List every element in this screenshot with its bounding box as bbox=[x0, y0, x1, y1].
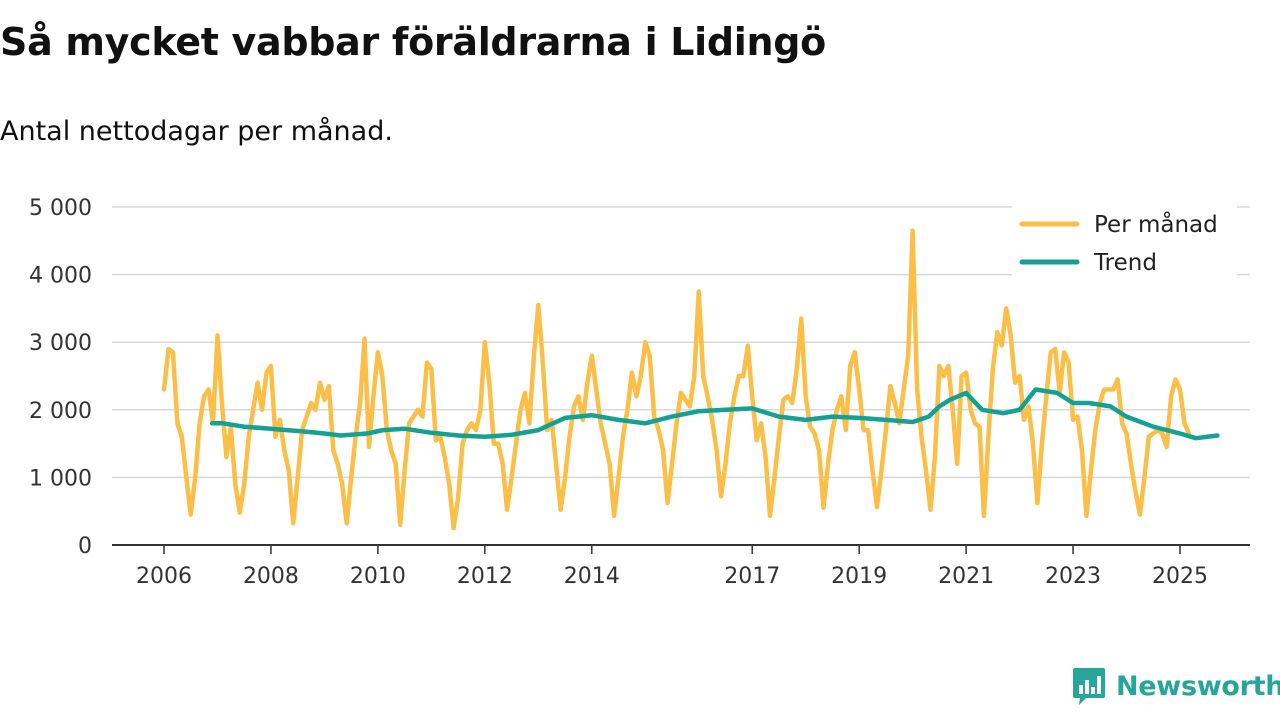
brand-logo[interactable]: Newsworthy bbox=[1072, 664, 1280, 708]
x-tick-label: 2021 bbox=[938, 564, 994, 589]
x-tick-label: 2006 bbox=[136, 564, 192, 589]
x-tick-label: 2010 bbox=[350, 564, 406, 589]
page-title: Så mycket vabbar föräldrarna i Lidingö bbox=[0, 20, 826, 64]
y-tick-label: 4 000 bbox=[29, 264, 92, 289]
x-tick-label: 2008 bbox=[243, 564, 299, 589]
series-line-trend bbox=[209, 387, 1220, 441]
x-tick-label: 2012 bbox=[457, 564, 513, 589]
x-tick-label: 2017 bbox=[724, 564, 780, 589]
x-tick-label: 2023 bbox=[1045, 564, 1101, 589]
x-tick-label: 2014 bbox=[564, 564, 620, 589]
page-subtitle: Antal nettodagar per månad. bbox=[0, 116, 393, 147]
brand-name: Newsworthy bbox=[1116, 670, 1280, 702]
x-tick-label: 2025 bbox=[1152, 564, 1208, 589]
y-tick-label: 1 000 bbox=[29, 466, 92, 491]
y-tick-label: 2 000 bbox=[29, 399, 92, 424]
y-tick-label: 0 bbox=[78, 534, 92, 559]
legend-label: Per månad bbox=[1094, 210, 1218, 238]
newsworthy-logo-icon bbox=[1073, 668, 1105, 705]
series-line-per-manad bbox=[161, 228, 1192, 531]
x-tick-label: 2019 bbox=[831, 564, 887, 589]
legend-label: Trend bbox=[1093, 250, 1157, 276]
y-tick-label: 3 000 bbox=[29, 331, 92, 356]
y-tick-label: 5 000 bbox=[29, 196, 92, 221]
